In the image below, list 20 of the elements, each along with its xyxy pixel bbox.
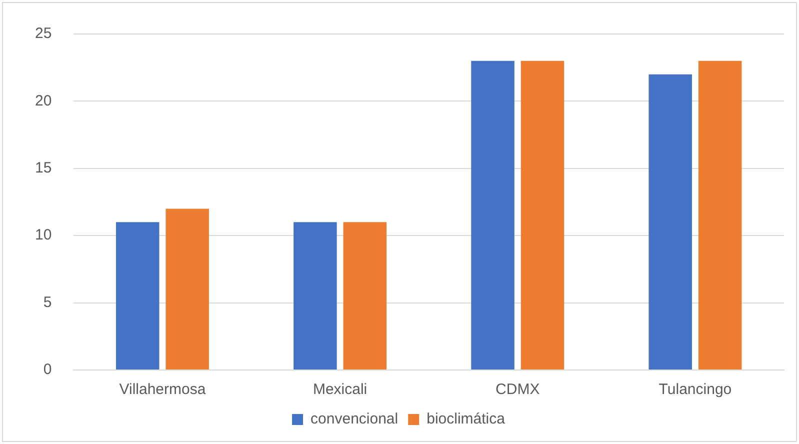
bar (698, 60, 742, 370)
y-tick-label: 10 (34, 226, 52, 244)
x-tick-label: Tulancingo (658, 381, 732, 398)
bar (116, 222, 160, 370)
legend-label: convencional (310, 410, 398, 428)
bar (471, 60, 514, 370)
bar (294, 222, 337, 370)
x-tick-label: Mexicali (312, 381, 368, 398)
bar (166, 208, 209, 370)
y-tick-label: 5 (43, 294, 52, 311)
y-tick-label: 15 (34, 160, 52, 177)
bar (520, 60, 564, 370)
bar (648, 74, 692, 370)
bar (343, 222, 387, 370)
legend-label: bioclimática (426, 410, 506, 428)
x-tick-label: CDMX (496, 381, 540, 398)
y-tick-label: 0 (43, 361, 52, 378)
y-tick-label: 20 (34, 92, 52, 110)
y-tick-label: 25 (34, 25, 52, 42)
x-tick-label: Villahermosa (119, 381, 206, 398)
